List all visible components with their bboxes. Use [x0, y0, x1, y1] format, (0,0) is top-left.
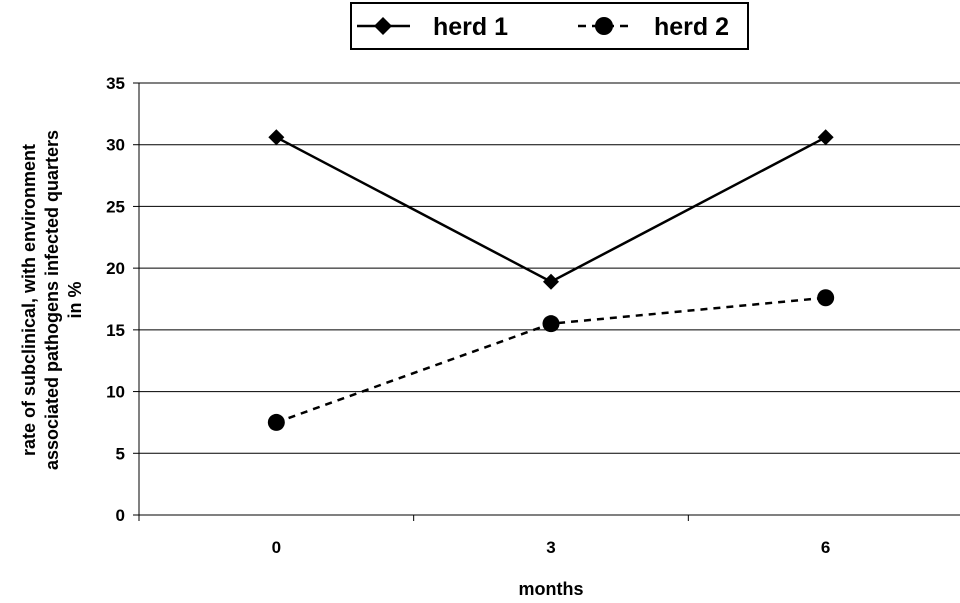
- legend-box: [350, 2, 749, 50]
- x-tick-label-0: 0: [272, 538, 281, 557]
- legend-item-herd-1: herd 1: [357, 13, 508, 41]
- y-tick-label-20: 20: [106, 259, 125, 278]
- legend-marker-herd-2: [595, 17, 613, 35]
- y-axis-title-line-1: rate of subclinical, with environment: [19, 144, 39, 456]
- legend-marker-herd-1: [374, 17, 392, 35]
- y-tick-label-15: 15: [106, 321, 125, 340]
- y-axis-title-line-3: in %: [65, 281, 85, 318]
- tick-labels: 0 5 10 15 20 25 30 35 0 3 6: [106, 74, 830, 557]
- y-tick-label-35: 35: [106, 74, 125, 93]
- gridlines: [139, 82, 960, 454]
- y-tick-label-0: 0: [116, 506, 125, 525]
- legend-label-herd-2: herd 2: [654, 13, 729, 41]
- legend-item-herd-2: herd 2: [578, 13, 729, 41]
- point-herd-2-6: [817, 289, 835, 307]
- y-axis-title-line-2: associated pathogens infected quarters: [42, 130, 62, 470]
- y-tick-label-10: 10: [106, 383, 125, 402]
- point-herd-1-0: [268, 129, 285, 146]
- point-herd-1-6: [817, 129, 834, 146]
- x-tick-label-3: 3: [546, 538, 555, 557]
- y-tick-label-5: 5: [116, 444, 125, 463]
- y-tick-label-25: 25: [106, 197, 125, 216]
- point-herd-2-0: [267, 413, 285, 431]
- y-axis-title: rate of subclinical, with environment as…: [19, 130, 85, 470]
- y-tick-label-30: 30: [106, 136, 125, 155]
- x-axis-title: months: [519, 579, 584, 599]
- point-herd-1-3: [543, 273, 559, 290]
- legend-label-herd-1: herd 1: [433, 13, 508, 41]
- legend: herd 1 herd 2: [350, 2, 749, 50]
- axes: [133, 82, 960, 521]
- x-tick-label-6: 6: [821, 538, 830, 557]
- point-herd-2-3: [542, 315, 560, 333]
- series-line-herd-1: [275, 136, 827, 284]
- series: [267, 129, 835, 431]
